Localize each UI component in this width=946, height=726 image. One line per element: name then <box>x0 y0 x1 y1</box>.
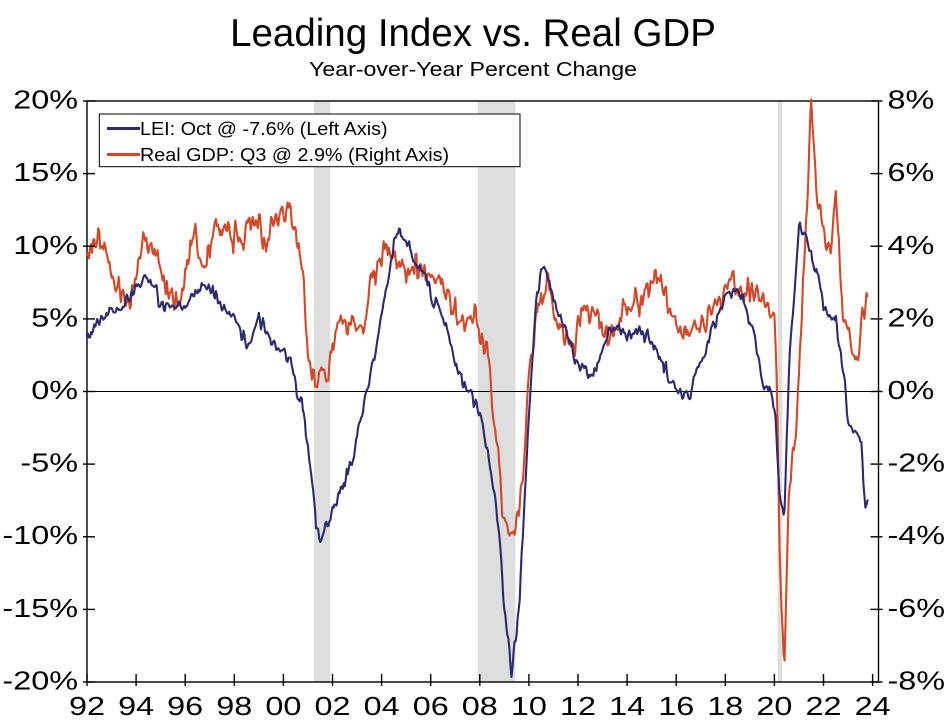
svg-text:15%: 15% <box>13 159 78 187</box>
svg-text:20%: 20% <box>13 87 78 115</box>
svg-text:04: 04 <box>364 693 400 721</box>
svg-text:-6%: -6% <box>888 595 946 623</box>
svg-text:20: 20 <box>756 693 792 721</box>
svg-text:18: 18 <box>707 693 743 721</box>
svg-text:14: 14 <box>609 693 645 721</box>
svg-text:96: 96 <box>167 693 203 721</box>
svg-text:24: 24 <box>855 693 891 721</box>
svg-text:0%: 0% <box>888 377 935 405</box>
svg-text:-8%: -8% <box>888 668 946 696</box>
svg-text:10%: 10% <box>13 232 78 260</box>
svg-text:94: 94 <box>118 693 154 721</box>
svg-text:02: 02 <box>314 693 350 721</box>
svg-text:-15%: -15% <box>2 595 78 623</box>
svg-text:2%: 2% <box>888 305 935 333</box>
svg-text:-20%: -20% <box>2 668 78 696</box>
svg-text:-4%: -4% <box>888 522 946 550</box>
svg-text:4%: 4% <box>888 232 935 260</box>
svg-text:5%: 5% <box>31 305 78 333</box>
svg-text:16: 16 <box>658 693 694 721</box>
svg-text:06: 06 <box>413 693 449 721</box>
svg-text:08: 08 <box>462 693 498 721</box>
svg-text:-2%: -2% <box>888 450 946 478</box>
svg-text:6%: 6% <box>888 159 935 187</box>
svg-text:-10%: -10% <box>2 522 78 550</box>
svg-text:22: 22 <box>806 693 842 721</box>
svg-text:98: 98 <box>216 693 252 721</box>
svg-text:Real GDP: Q3 @ 2.9% (Right Axi: Real GDP: Q3 @ 2.9% (Right Axis) <box>140 146 449 166</box>
svg-text:00: 00 <box>265 693 301 721</box>
svg-text:10: 10 <box>511 693 547 721</box>
svg-text:LEI: Oct @ -7.6% (Left Axis): LEI: Oct @ -7.6% (Left Axis) <box>140 120 388 140</box>
svg-text:8%: 8% <box>888 87 935 115</box>
svg-text:0%: 0% <box>31 377 78 405</box>
svg-text:12: 12 <box>560 693 596 721</box>
svg-text:92: 92 <box>69 693 105 721</box>
svg-text:-5%: -5% <box>20 450 78 478</box>
